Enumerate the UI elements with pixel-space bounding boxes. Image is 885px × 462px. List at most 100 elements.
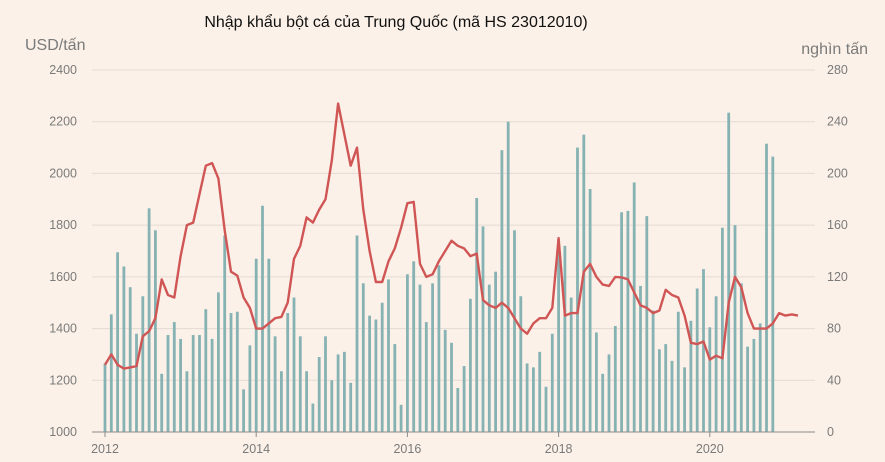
bar xyxy=(588,188,592,432)
bar xyxy=(481,226,485,432)
right-tick-label: 200 xyxy=(827,166,848,180)
bar xyxy=(613,325,617,432)
bar xyxy=(563,245,567,432)
bar xyxy=(752,338,756,432)
bar xyxy=(550,333,554,432)
bar xyxy=(103,363,107,432)
bar xyxy=(475,197,479,432)
bar xyxy=(601,373,605,432)
bar xyxy=(733,225,737,432)
right-tick-label: 40 xyxy=(827,373,841,387)
bar xyxy=(664,344,668,432)
bar xyxy=(727,112,731,433)
bar xyxy=(620,212,623,432)
bar xyxy=(305,371,308,432)
bar xyxy=(538,351,542,432)
bar xyxy=(374,319,378,432)
bar xyxy=(487,284,491,432)
right-axis-unit: nghìn tấn xyxy=(801,41,868,58)
right-tick-label: 160 xyxy=(827,218,848,232)
bar xyxy=(311,403,315,432)
bar xyxy=(758,323,762,432)
bar xyxy=(210,338,214,432)
bar xyxy=(198,335,201,432)
bar xyxy=(595,332,598,432)
bar xyxy=(513,230,516,432)
left-tick-label: 1600 xyxy=(49,270,77,284)
right-tick-label: 80 xyxy=(827,322,841,336)
left-tick-label: 1800 xyxy=(49,218,77,232)
x-axis: 2012 2014 2016 2018 2020 xyxy=(91,431,815,456)
bar xyxy=(361,283,365,432)
bar xyxy=(746,346,749,432)
line-series xyxy=(103,102,799,370)
bar xyxy=(450,342,453,432)
bar xyxy=(544,386,548,432)
bar xyxy=(191,335,195,432)
bar xyxy=(519,296,523,432)
bar xyxy=(261,205,264,432)
x-tick-label: 2016 xyxy=(393,442,421,456)
bar xyxy=(739,283,743,432)
bar xyxy=(494,271,497,432)
bar xyxy=(254,258,258,432)
bar xyxy=(714,296,718,432)
bar xyxy=(235,311,239,432)
left-tick-label: 2400 xyxy=(49,63,77,77)
bar xyxy=(343,351,346,432)
right-tick-label: 120 xyxy=(827,270,848,284)
bar xyxy=(406,274,409,432)
bar xyxy=(456,388,460,432)
bar xyxy=(399,404,403,432)
bar xyxy=(380,302,384,432)
bar xyxy=(368,315,371,432)
bar xyxy=(223,235,227,432)
x-tick-label: 2012 xyxy=(91,442,119,456)
left-tick-label: 1000 xyxy=(49,425,77,439)
bar xyxy=(135,333,138,432)
bar xyxy=(469,298,472,432)
price-line xyxy=(103,102,799,370)
bar xyxy=(292,297,296,432)
bar xyxy=(721,227,724,432)
bar xyxy=(676,311,680,432)
bar xyxy=(525,363,529,432)
x-tick-label: 2020 xyxy=(696,442,724,456)
bar xyxy=(179,338,182,432)
bar-series xyxy=(103,112,775,433)
bar xyxy=(626,210,630,432)
bar xyxy=(248,345,252,432)
bar xyxy=(645,216,649,432)
bar xyxy=(418,284,422,432)
bar xyxy=(185,371,189,432)
bar xyxy=(576,147,579,433)
right-tick-label: 0 xyxy=(827,425,834,439)
bar xyxy=(349,382,353,432)
left-tick-label: 1400 xyxy=(49,322,77,336)
bar xyxy=(582,134,586,432)
bar xyxy=(702,269,705,432)
bar xyxy=(607,354,611,432)
chart-title: Nhập khẩu bột cá của Trung Quốc (mã HS 2… xyxy=(204,13,587,31)
bar xyxy=(532,367,535,432)
bar xyxy=(387,279,390,432)
bar xyxy=(393,344,397,432)
bar xyxy=(242,389,245,432)
bar xyxy=(355,235,359,432)
bar xyxy=(437,265,441,432)
bar xyxy=(217,292,220,432)
right-tick-label: 280 xyxy=(827,63,848,77)
bar xyxy=(160,373,164,432)
x-tick-label: 2018 xyxy=(545,442,573,456)
bar xyxy=(330,380,334,432)
bar xyxy=(116,252,119,432)
left-tick-label: 2200 xyxy=(49,115,77,129)
bar xyxy=(412,261,416,432)
bar xyxy=(122,266,126,432)
bar xyxy=(639,285,642,432)
bar xyxy=(462,366,466,432)
bar xyxy=(166,335,170,432)
bar xyxy=(324,336,327,432)
bar xyxy=(298,336,302,432)
